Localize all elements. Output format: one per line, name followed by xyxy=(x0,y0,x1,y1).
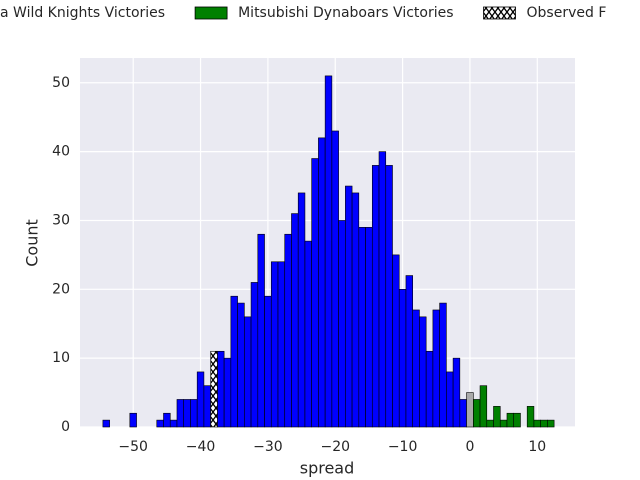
x-tick-label: 0 xyxy=(465,439,474,455)
bar xyxy=(493,406,501,428)
x-tick-label: 10 xyxy=(528,439,546,455)
bar xyxy=(398,289,407,428)
bar xyxy=(297,192,306,428)
bar xyxy=(345,185,353,428)
bar xyxy=(533,419,541,428)
bar xyxy=(169,419,178,428)
legend-label: Observed F xyxy=(527,5,607,21)
bar xyxy=(244,316,252,428)
bar xyxy=(250,282,259,428)
bar xyxy=(338,220,346,428)
bar xyxy=(291,213,299,428)
bar xyxy=(230,295,238,428)
bar xyxy=(163,412,171,428)
bar xyxy=(479,385,488,428)
bar xyxy=(190,399,198,428)
bar xyxy=(176,399,185,428)
bar xyxy=(526,406,535,428)
bar xyxy=(210,350,218,428)
bar xyxy=(264,295,272,428)
bar xyxy=(499,419,508,428)
bar xyxy=(183,399,191,428)
bar xyxy=(217,350,225,428)
bar xyxy=(331,130,339,428)
bar xyxy=(513,412,521,428)
x-tick-label: −10 xyxy=(388,439,418,455)
bar xyxy=(506,412,515,428)
y-tick-label: 10 xyxy=(52,350,70,366)
bar xyxy=(365,227,373,428)
x-tick-label: −50 xyxy=(118,439,148,455)
bar xyxy=(156,419,164,428)
bar xyxy=(129,412,137,428)
bar xyxy=(318,137,326,428)
bar xyxy=(257,233,265,428)
bar xyxy=(270,261,279,428)
bar xyxy=(412,309,420,428)
y-tick-label: 30 xyxy=(52,212,70,228)
bar xyxy=(459,399,467,428)
bar xyxy=(284,233,292,428)
legend-label: a Wild Knights Victories xyxy=(0,5,165,21)
bar xyxy=(277,261,286,428)
bar xyxy=(385,165,393,428)
y-axis-label: Count xyxy=(23,219,42,267)
legend-swatch xyxy=(194,6,228,20)
bar xyxy=(102,419,110,428)
bar xyxy=(196,371,205,428)
bar xyxy=(351,192,360,428)
bar xyxy=(547,419,555,428)
x-tick-label: −40 xyxy=(186,439,216,455)
bar xyxy=(486,419,494,428)
bar xyxy=(466,392,474,428)
bar xyxy=(392,254,400,428)
bar xyxy=(371,165,380,428)
legend-swatch xyxy=(483,6,516,20)
legend-label: Mitsubishi Dynaboars Victories xyxy=(238,5,453,21)
bar xyxy=(446,371,454,428)
x-axis-label: spread xyxy=(300,459,355,478)
bar xyxy=(378,151,387,428)
y-tick-label: 50 xyxy=(52,75,70,91)
y-tick-label: 40 xyxy=(52,144,70,160)
x-tick-label: −20 xyxy=(320,439,350,455)
bar xyxy=(324,75,333,428)
bar xyxy=(405,275,413,428)
bar xyxy=(452,357,461,428)
bar xyxy=(304,240,312,428)
bar xyxy=(419,316,427,428)
x-tick-label: −30 xyxy=(253,439,283,455)
bar xyxy=(237,302,245,428)
y-tick-label: 0 xyxy=(61,419,70,435)
bar xyxy=(425,350,434,428)
bar xyxy=(473,399,481,428)
bar xyxy=(358,227,366,428)
bar xyxy=(311,158,319,428)
bar xyxy=(223,357,232,428)
bar xyxy=(439,302,447,428)
bar xyxy=(203,385,211,428)
bar xyxy=(432,309,440,428)
bar xyxy=(540,419,548,428)
y-tick-label: 20 xyxy=(52,281,70,297)
